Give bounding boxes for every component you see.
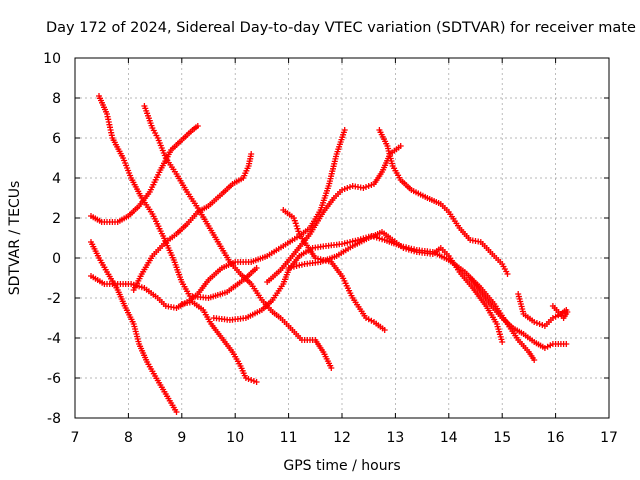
data-point-marker bbox=[549, 315, 556, 321]
data-point-marker bbox=[250, 378, 257, 384]
data-point-marker bbox=[411, 248, 418, 255]
series-arc-9 bbox=[280, 207, 388, 333]
data-point-marker bbox=[376, 235, 383, 242]
data-point-marker bbox=[344, 185, 351, 191]
y-tick-label: 0 bbox=[52, 251, 61, 267]
series-arc-10 bbox=[264, 143, 404, 285]
series-arc-7 bbox=[178, 299, 260, 385]
x-tick-label: 16 bbox=[547, 430, 565, 446]
chart-title: Day 172 of 2024, Sidereal Day-to-day VTE… bbox=[46, 20, 636, 36]
data-point-marker bbox=[347, 184, 353, 190]
data-point-marker bbox=[563, 341, 570, 347]
data-point-marker bbox=[298, 261, 305, 268]
data-series bbox=[88, 93, 571, 415]
x-tick-label: 17 bbox=[600, 430, 618, 446]
data-point-marker bbox=[292, 220, 299, 227]
data-point-marker bbox=[533, 320, 540, 326]
data-point-marker bbox=[341, 127, 348, 133]
x-tick-label: 8 bbox=[124, 430, 133, 446]
series-arc-15 bbox=[549, 303, 571, 321]
x-tick-label: 11 bbox=[280, 430, 298, 446]
data-point-marker bbox=[328, 365, 335, 371]
y-tick-label: 8 bbox=[52, 91, 61, 107]
x-axis-label: GPS time / hours bbox=[283, 458, 400, 474]
data-point-marker bbox=[499, 339, 506, 345]
x-tick-label: 9 bbox=[177, 430, 186, 446]
series-arc-11 bbox=[285, 229, 506, 345]
data-point-marker bbox=[290, 215, 297, 221]
x-tick-label: 10 bbox=[226, 430, 244, 446]
y-tick-label: 4 bbox=[52, 171, 61, 187]
series-arc-5 bbox=[130, 151, 255, 293]
data-point-marker bbox=[536, 321, 543, 327]
y-tick-label: -8 bbox=[47, 411, 61, 427]
series-arc-2 bbox=[88, 123, 201, 225]
data-point-marker bbox=[248, 377, 255, 383]
x-tick-label: 12 bbox=[333, 430, 351, 446]
data-point-marker bbox=[365, 183, 372, 189]
data-point-marker bbox=[173, 409, 180, 415]
x-axis-ticks: 7 8 9 10 11 12 13 14 15 16 17 bbox=[71, 58, 618, 446]
data-point-marker bbox=[290, 263, 297, 270]
series-arc-3 bbox=[141, 103, 335, 371]
series-arc-14 bbox=[467, 275, 570, 351]
data-point-marker bbox=[253, 379, 260, 385]
series-arc-12 bbox=[376, 127, 511, 277]
data-point-marker bbox=[408, 247, 415, 254]
data-point-marker bbox=[363, 315, 369, 321]
data-point-marker bbox=[253, 265, 260, 271]
data-point-marker bbox=[245, 376, 252, 382]
y-axis-ticks: -8 -6 -4 -2 0 2 4 6 8 10 bbox=[43, 51, 609, 427]
data-point-marker bbox=[339, 241, 345, 247]
x-tick-label: 7 bbox=[71, 430, 80, 446]
series-arc-6 bbox=[88, 239, 180, 415]
x-tick-label: 13 bbox=[386, 430, 404, 446]
y-tick-label: 2 bbox=[52, 211, 61, 227]
y-tick-label: -6 bbox=[47, 371, 61, 387]
y-tick-label: 10 bbox=[43, 51, 61, 67]
data-point-marker bbox=[531, 319, 538, 325]
data-point-marker bbox=[504, 271, 511, 277]
data-point-marker bbox=[285, 265, 292, 271]
data-point-marker bbox=[403, 245, 410, 252]
x-tick-label: 14 bbox=[440, 430, 458, 446]
data-point-marker bbox=[344, 239, 351, 246]
data-point-marker bbox=[295, 228, 302, 235]
y-tick-label: -4 bbox=[47, 331, 61, 347]
data-point-marker bbox=[136, 283, 143, 290]
data-point-marker bbox=[531, 357, 538, 363]
y-tick-label: 6 bbox=[52, 131, 61, 147]
y-tick-label: -2 bbox=[47, 291, 61, 307]
data-point-marker bbox=[248, 151, 255, 157]
y-axis-label: SDTVAR / TECUs bbox=[7, 181, 23, 296]
data-point-marker bbox=[363, 184, 369, 190]
data-point-marker bbox=[339, 187, 345, 193]
data-point-marker bbox=[293, 223, 300, 229]
data-point-marker bbox=[564, 309, 571, 315]
grid-lines bbox=[75, 58, 609, 418]
data-point-marker bbox=[194, 123, 201, 129]
series-arc-13 bbox=[515, 291, 570, 329]
data-point-marker bbox=[397, 143, 404, 149]
data-point-marker bbox=[293, 263, 300, 269]
data-point-marker bbox=[541, 345, 548, 351]
data-point-marker bbox=[381, 327, 388, 333]
x-tick-label: 15 bbox=[493, 430, 511, 446]
data-point-marker bbox=[347, 239, 353, 245]
data-point-marker bbox=[400, 245, 407, 251]
